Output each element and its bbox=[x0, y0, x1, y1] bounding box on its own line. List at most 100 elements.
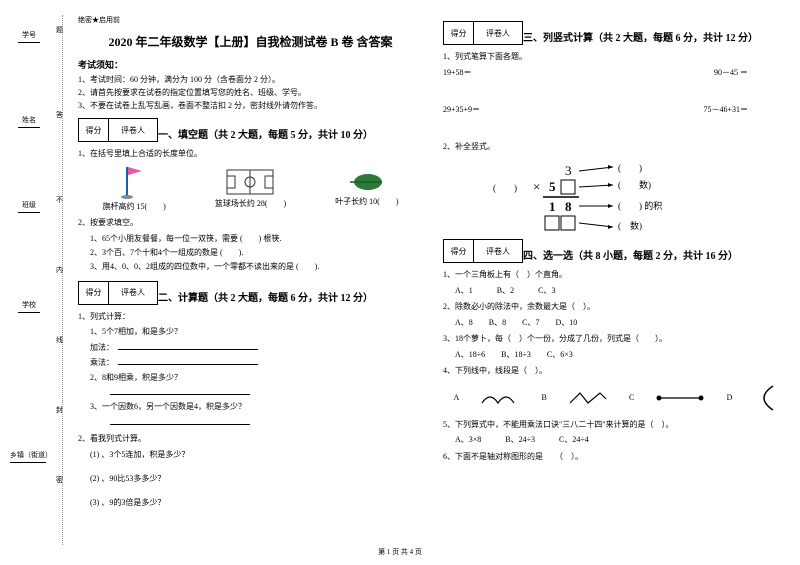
score-box-3: 得分 评卷人 bbox=[443, 21, 523, 45]
exam-title: 2020 年二年级数学【上册】自我检测试卷 B 卷 含答案 bbox=[78, 33, 423, 50]
seal-char-6: 封 bbox=[56, 405, 63, 415]
s4-q5-opts: A、3×8 B、24÷3 C、24÷4 bbox=[455, 433, 788, 447]
town-field: 乡镇（街道） bbox=[10, 450, 52, 463]
shape-a-icon bbox=[480, 389, 520, 407]
shape-b-icon bbox=[568, 389, 608, 407]
class-field: 班级 bbox=[18, 200, 40, 213]
score-box-1: 得分 评卷人 bbox=[78, 118, 158, 142]
svg-text:8: 8 bbox=[565, 199, 572, 214]
s4-q5: 5、下列算式中，不能用乘法口诀"三八二十四"来计算的是（ ）。 bbox=[443, 418, 788, 432]
s2-q1-3-line bbox=[90, 415, 423, 430]
vertical-calculation: 3 × 5 1 8 ( ) ( ) ( 数) ( ) 的积 ( 数) bbox=[483, 161, 788, 231]
s3-q2: 2、补全竖式。 bbox=[443, 140, 788, 154]
s3-q1: 1、列式笔算下面各题。 bbox=[443, 50, 788, 64]
dotted-seal-line bbox=[62, 15, 63, 545]
score-label-3: 得分 bbox=[444, 22, 474, 44]
leaf-block: 叶子长约 10( ) bbox=[335, 170, 398, 207]
s4-q3-opts: A、18÷6 B、18÷3 C、6×3 bbox=[455, 348, 788, 362]
score-box-4: 得分 评卷人 bbox=[443, 239, 523, 263]
right-column: 得分 评卷人 三、列竖式计算（共 2 大题，每题 6 分，共计 12 分） 1、… bbox=[443, 15, 788, 555]
name-label: 姓名 bbox=[18, 115, 40, 125]
svg-text:1: 1 bbox=[549, 199, 556, 214]
svg-text:5: 5 bbox=[549, 179, 556, 194]
seal-char-2: 答 bbox=[56, 110, 63, 120]
s2-q1-3: 3、一个因数6，另一个因数是4，积是多少？ bbox=[90, 400, 423, 414]
town-label: 乡镇（街道） bbox=[10, 450, 52, 460]
sidebar-binding-area: 学号 姓名 班级 学校 乡镇（街道） 题 答 不 内 线 封 密 bbox=[0, 0, 70, 565]
leaf-icon bbox=[348, 170, 386, 194]
shape-c-label: C bbox=[629, 393, 634, 402]
eq-2: 90－45 ＝ bbox=[714, 67, 748, 78]
score-label-2: 得分 bbox=[79, 282, 109, 304]
left-column: 绝密★启用前 2020 年二年级数学【上册】自我检测试卷 B 卷 含答案 考试须… bbox=[78, 15, 423, 555]
court-block: 篮球场长约 28( ) bbox=[215, 168, 286, 209]
shape-d-label: D bbox=[727, 393, 733, 402]
s1-q1: 1、在括号里填上合适的长度单位。 bbox=[78, 147, 423, 161]
s2-q2: 2、看我列式计算。 bbox=[78, 432, 423, 446]
s4-q1: 1、一个三角板上有（ ）个直角。 bbox=[443, 268, 788, 282]
s4-q4: 4、下列线中，线段是（ ）。 bbox=[443, 364, 788, 378]
notice-2: 2、请首先按要求在试卷的指定位置填写您的姓名、班级、学号。 bbox=[78, 87, 423, 100]
s4-q1-opts: A、1 B、2 C、3 bbox=[455, 284, 788, 298]
score-box-2: 得分 评卷人 bbox=[78, 281, 158, 305]
flag-text: 旗杆高约 15( ) bbox=[103, 202, 166, 211]
svg-text:( ): ( ) bbox=[493, 183, 517, 193]
shapes-row: A B C D bbox=[443, 384, 788, 412]
notice-1: 1、考试时间：60 分钟，满分为 100 分（含卷面分 2 分）。 bbox=[78, 74, 423, 87]
shape-d-icon bbox=[753, 384, 777, 412]
score-label: 得分 bbox=[79, 119, 109, 141]
s3-eq-row2: 29+35+9＝ 75－46+31＝ bbox=[443, 104, 788, 115]
s2-q1-2: 2、8和9相乘，积是多少？ bbox=[90, 371, 423, 385]
s4-q6: 6、下面不是轴对称图形的是 （ ）。 bbox=[443, 450, 788, 464]
s2-q1-1-add: 加法： bbox=[90, 340, 423, 355]
s1-q2: 2、按要求填空。 bbox=[78, 216, 423, 230]
s4-q3: 3、18个萝卜，每（ ）个一份，分成了几份，列式是（ ）。 bbox=[443, 332, 788, 346]
score-label-4: 得分 bbox=[444, 240, 474, 262]
eq-1: 19+58＝ bbox=[443, 67, 472, 78]
s2-q1: 1、列式计算： bbox=[78, 310, 423, 324]
s4-q2-opts: A、8 B、8 C、7 D、10 bbox=[455, 316, 788, 330]
seal-char-4: 内 bbox=[56, 265, 63, 275]
seal-char-5: 线 bbox=[56, 335, 63, 345]
court-icon bbox=[225, 168, 275, 196]
shape-c-icon bbox=[655, 389, 705, 407]
s3-eq-row1: 19+58＝ 90－45 ＝ bbox=[443, 67, 788, 78]
secret-mark: 绝密★启用前 bbox=[78, 15, 423, 25]
marker-label-3: 评卷人 bbox=[474, 22, 522, 44]
s2-q1-1-mul: 乘法： bbox=[90, 355, 423, 370]
s2-q2-2: (2) 、90比53多多少？ bbox=[90, 472, 423, 486]
svg-text:( 数): ( 数) bbox=[618, 220, 642, 231]
seal-char-3: 不 bbox=[56, 195, 63, 205]
court-text: 篮球场长约 28( ) bbox=[215, 199, 286, 208]
page-footer: 第 1 页 共 4 页 bbox=[378, 547, 422, 557]
school-label: 学校 bbox=[18, 300, 40, 310]
seal-char-7: 密 bbox=[56, 475, 63, 485]
s2-q1-1: 1、5个7相加，和是多少？ bbox=[90, 325, 423, 339]
svg-text:×: × bbox=[533, 179, 540, 194]
svg-text:( ): ( ) bbox=[618, 163, 642, 173]
main-content: 绝密★启用前 2020 年二年级数学【上册】自我检测试卷 B 卷 含答案 考试须… bbox=[78, 15, 788, 555]
s2-q1-2-line bbox=[90, 385, 423, 400]
s2-q2-1: (1) 、3个5连加，积是多少？ bbox=[90, 448, 423, 462]
flag-block: 旗杆高约 15( ) bbox=[103, 165, 166, 212]
vertical-calc-svg: 3 × 5 1 8 ( ) ( ) ( 数) ( ) 的积 ( 数) bbox=[483, 161, 743, 236]
flag-icon bbox=[120, 165, 148, 199]
eq-4: 75－46+31＝ bbox=[703, 104, 748, 115]
icons-row: 旗杆高约 15( ) 篮球场长约 28( ) 叶子长约 10 bbox=[78, 165, 423, 212]
seal-char-1: 题 bbox=[56, 25, 63, 35]
marker-label: 评卷人 bbox=[109, 119, 157, 141]
s1-q2-2: 2、3个百、7个十和4个一组成的数是 ( ). bbox=[90, 246, 423, 260]
marker-label-2: 评卷人 bbox=[109, 282, 157, 304]
svg-text:( ) 的积: ( ) 的积 bbox=[618, 200, 662, 211]
shape-a-label: A bbox=[454, 393, 460, 402]
student-id-field: 学号 bbox=[18, 30, 40, 43]
name-field: 姓名 bbox=[18, 115, 40, 128]
s1-q2-3: 3、用4、0、0、2组成的四位数中，一个零都不读出来的是 ( ). bbox=[90, 260, 423, 274]
student-id-label: 学号 bbox=[18, 30, 40, 40]
svg-text:( 数): ( 数) bbox=[618, 179, 651, 190]
leaf-text: 叶子长约 10( ) bbox=[335, 197, 398, 206]
svg-text:3: 3 bbox=[565, 163, 572, 178]
shape-b-label: B bbox=[542, 393, 547, 402]
s1-q2-1: 1、65个小朋友餐餐，每一位一双筷，需要 ( ) 根筷. bbox=[90, 232, 423, 246]
class-label: 班级 bbox=[18, 200, 40, 210]
